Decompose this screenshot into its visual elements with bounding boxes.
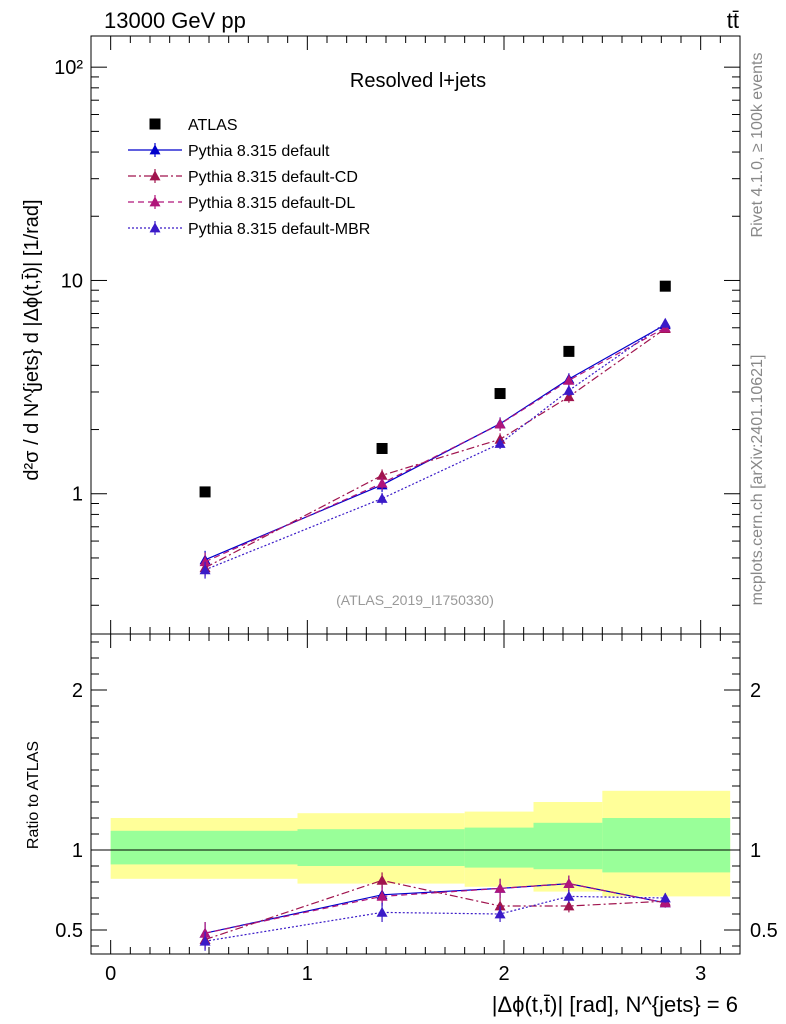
x-tick-label: 2 [498,963,509,985]
y-tick-label-right: 0.5 [750,920,778,942]
main-title: Resolved l+jets [350,70,486,92]
series-line [204,322,666,571]
data-point [376,442,388,454]
data-point [494,388,506,400]
data-point [494,418,506,429]
series-line [204,328,666,569]
legend-marker [149,196,161,207]
legend-item-pythia-8-315-default-cd: Pythia 8.315 default-CD [128,169,358,186]
legend: ATLAS Pythia 8.315 default Pythia 8.315 de… [128,117,370,238]
data-point [494,908,506,919]
data-point [563,900,575,911]
data-point [494,438,506,448]
legend-label: Pythia 8.315 default-CD [188,169,358,186]
data-point [199,564,211,575]
series-line [204,882,666,934]
x-tick-label: 1 [302,963,313,985]
data-point [376,906,388,917]
y-tick-label: 0.5 [55,920,83,942]
legend-item-atlas: ATLAS [149,117,238,134]
data-point [494,882,506,893]
legend-item-pythia-8-315-default-mbr: Pythia 8.315 default-MBR [128,221,370,238]
series-line [204,324,666,561]
ratio-frame [90,633,741,955]
legend-label: Pythia 8.315 default-DL [188,195,355,212]
legend-label: ATLAS [188,117,238,134]
data-point [563,890,575,901]
series-atlas [199,280,671,498]
data-point [563,878,575,888]
data-point [376,492,388,503]
rivet-label: Rivet 4.1.0, ≥ 100k events [749,53,766,238]
series-pythia-8-315-default-dl [199,322,671,572]
data-point [563,391,575,402]
x-tick-label: 0 [105,963,116,985]
series-line [204,327,666,563]
ratio-series-pythia-8-315-default-mbr [199,890,671,951]
legend-marker [149,118,161,130]
uncertainty-band-inner [464,827,534,868]
analysis-label: (ATLAS_2019_I1750330) [336,592,494,608]
y-tick-label: 1 [72,484,83,506]
legend-item-pythia-8-315-default-dl: Pythia 8.315 default-DL [128,195,355,212]
series-pythia-8-315-default-mbr [199,317,671,579]
legend-marker [149,222,161,233]
main-ylabel: d²σ / d N^{jets} d |Δϕ(t,t̄)| [1/rad] [21,199,43,480]
data-point [563,374,575,385]
y-tick-label: 10 [61,270,83,292]
y-tick-label-right: 2 [750,680,761,702]
ratio-plot: 0 1 2 3 0.5 0.5 1 1 2 2 Ratio to ATLAS |Δϕ(t,t̄)|… [25,633,778,1017]
legend-marker [149,170,161,181]
data-point [199,486,211,498]
data-point [494,900,506,911]
ratio-ylabel: Ratio to ATLAS [25,741,42,849]
process-label: tt̄ [727,8,739,33]
data-point [659,317,671,328]
y-tick-label: 10² [54,57,83,79]
legend-item-pythia-8-315-default: Pythia 8.315 default [128,143,330,160]
main-plot: 1 10 10² Resolved l+jets (ATLAS_2019_I1750… [21,35,741,635]
uncertainty-band-inner [533,822,603,870]
legend-label: Pythia 8.315 default [188,143,330,160]
data-point [199,935,211,946]
data-point [199,556,211,567]
data-point [376,477,388,488]
energy-label: 13000 GeV pp [104,8,246,33]
data-point [376,890,388,901]
x-axis-label: |Δϕ(t,t̄)| [rad], N^{jets} = 6 [492,992,738,1017]
uncertainty-band-inner [110,830,298,865]
y-tick-label: 1 [72,840,83,862]
y-tick-label: 2 [72,680,83,702]
source-label: mcplots.cern.ch [arXiv:2401.10621] [749,355,766,606]
uncertainty-band-inner [297,829,465,866]
legend-label: Pythia 8.315 default-MBR [188,221,370,238]
data-point [563,384,575,395]
uncertainty-band-inner [602,818,731,873]
data-point [376,874,388,885]
data-point [659,892,671,903]
y-tick-label-right: 1 [750,840,761,862]
data-point [563,345,575,357]
legend-marker [149,144,161,155]
data-point [376,469,388,480]
x-tick-label: 3 [695,963,706,985]
data-point [659,280,671,292]
